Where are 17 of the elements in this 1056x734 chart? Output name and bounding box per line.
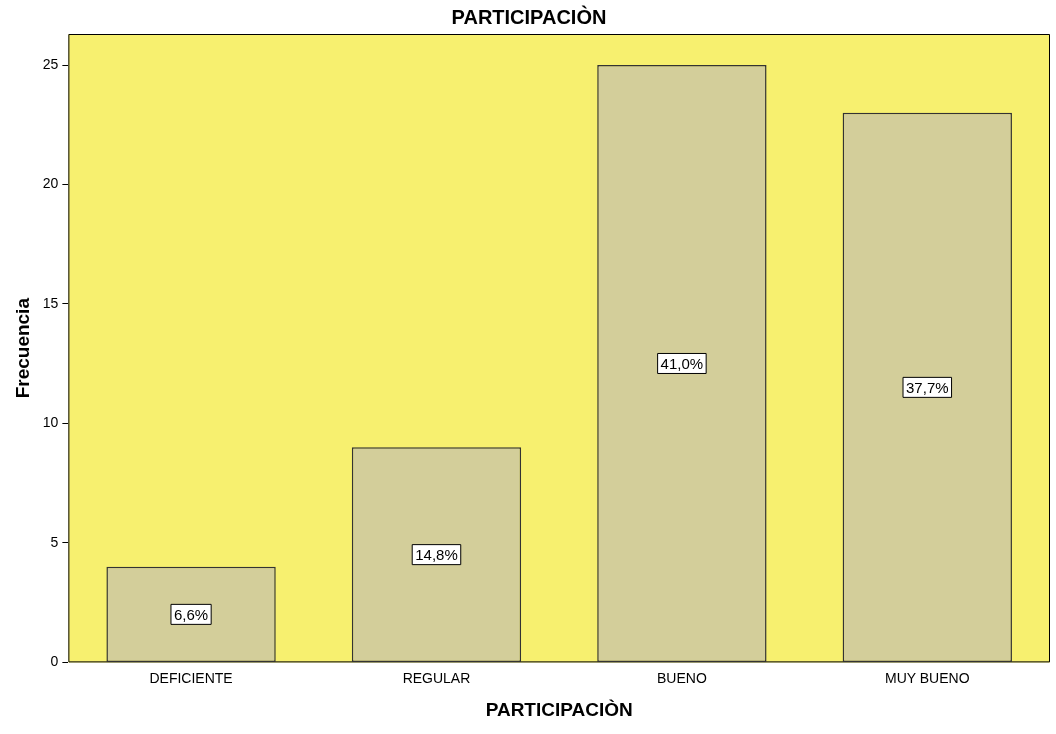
y-tick-label: 20: [42, 175, 59, 192]
x-axis-title: PARTICIPACIÒN: [485, 698, 633, 720]
y-tick-label: 25: [42, 55, 59, 72]
x-tick-label: BUENO: [656, 669, 707, 686]
annotation: 14,8%: [415, 545, 458, 563]
y-axis-title: Frecuencia: [11, 297, 33, 399]
annotation: 41,0%: [660, 354, 704, 372]
annotation: 37,7%: [906, 378, 949, 396]
x-tick-label: MUY BUENO: [885, 669, 970, 686]
y-tick-label: 5: [50, 533, 59, 550]
y-tick-label: 0: [50, 653, 59, 670]
x-tick-label: DEFICIENTE: [149, 669, 233, 686]
annotation: 6,6%: [173, 605, 209, 623]
chart-title: PARTICIPACIÒN: [451, 4, 607, 28]
x-tick-label: REGULAR: [402, 669, 471, 686]
y-tick-label: 10: [42, 414, 59, 431]
y-tick-label: 15: [42, 294, 59, 311]
